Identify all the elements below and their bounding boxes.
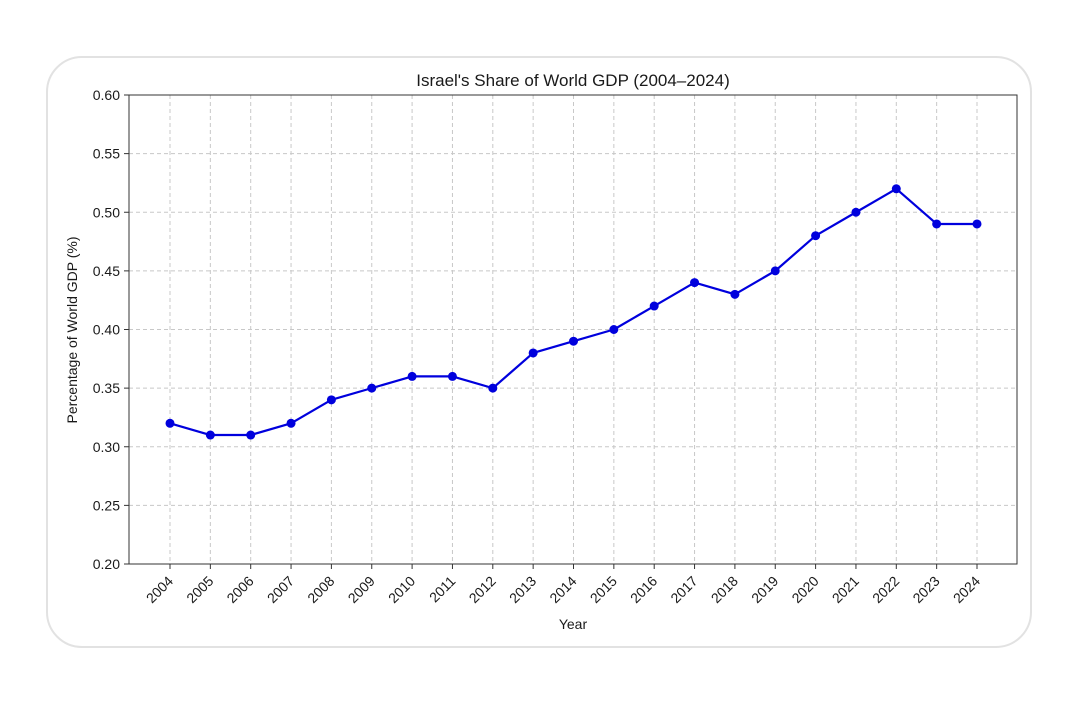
data-point-2018 — [730, 289, 740, 299]
data-point-2024 — [972, 219, 982, 229]
x-tick-label: 2018 — [708, 573, 741, 606]
y-tick-label: 0.40 — [93, 322, 120, 338]
data-point-2014 — [569, 336, 578, 346]
x-tick-label: 2022 — [869, 573, 902, 606]
data-point-2016 — [649, 301, 659, 311]
data-point-2015 — [609, 325, 619, 334]
y-tick-label: 0.35 — [93, 380, 120, 396]
y-tick-label: 0.50 — [93, 204, 120, 220]
y-axis: 0.20 0.25 0.30 0.35 0.40 0.45 0.50 0.55 0.60 — [93, 87, 129, 572]
y-tick-label: 0.60 — [93, 87, 120, 103]
x-tick-label: 2023 — [909, 573, 942, 606]
x-axis: 2004 2005 2006 2007 2008 2009 2010 2011 2012 2013… — [143, 564, 983, 606]
data-point-2007 — [286, 418, 296, 428]
x-tick-label: 2020 — [788, 573, 821, 606]
x-tick-label: 2006 — [223, 573, 256, 606]
x-tick-label: 2005 — [183, 573, 216, 606]
data-point-2013 — [528, 348, 538, 358]
x-tick-label: 2007 — [264, 573, 297, 606]
grid — [129, 94, 1017, 565]
data-point-2019 — [770, 266, 780, 276]
x-tick-label: 2008 — [304, 573, 337, 606]
x-tick-label: 2013 — [506, 573, 539, 606]
data-point-2010 — [407, 371, 417, 381]
data-point-2006 — [246, 430, 256, 440]
data-point-2005 — [205, 430, 215, 440]
data-point-2009 — [367, 383, 377, 393]
x-tick-label: 2016 — [627, 573, 660, 606]
data-point-2011 — [447, 371, 457, 381]
data-point-2020 — [811, 231, 821, 241]
x-tick-label: 2019 — [748, 573, 781, 606]
x-tick-label: 2012 — [466, 573, 499, 606]
y-tick-label: 0.25 — [93, 497, 120, 513]
series-group — [165, 184, 982, 440]
x-tick-label: 2024 — [950, 573, 983, 606]
x-tick-label: 2010 — [385, 573, 418, 606]
x-tick-label: 2017 — [667, 573, 700, 606]
data-point-2008 — [326, 395, 336, 405]
x-tick-label: 2009 — [345, 573, 378, 606]
x-tick-label: 2011 — [426, 573, 459, 606]
y-tick-label: 0.30 — [93, 439, 120, 455]
x-axis-label: Year — [559, 616, 588, 632]
chart-title: Israel's Share of World GDP (2004–2024) — [416, 71, 730, 90]
y-tick-label: 0.45 — [93, 263, 120, 279]
data-point-2012 — [488, 383, 498, 393]
x-tick-label: 2014 — [546, 573, 579, 606]
data-point-2022 — [891, 184, 901, 194]
y-tick-label: 0.55 — [93, 146, 120, 162]
y-tick-label: 0.20 — [93, 556, 120, 572]
y-axis-label: Percentage of World GDP (%) — [64, 236, 80, 423]
data-point-2017 — [690, 278, 700, 288]
x-tick-label: 2015 — [587, 573, 620, 606]
data-point-2021 — [851, 207, 861, 217]
x-tick-label: 2021 — [829, 573, 862, 606]
data-point-2004 — [165, 418, 175, 428]
data-point-2023 — [932, 219, 942, 229]
x-tick-label: 2004 — [143, 573, 176, 606]
